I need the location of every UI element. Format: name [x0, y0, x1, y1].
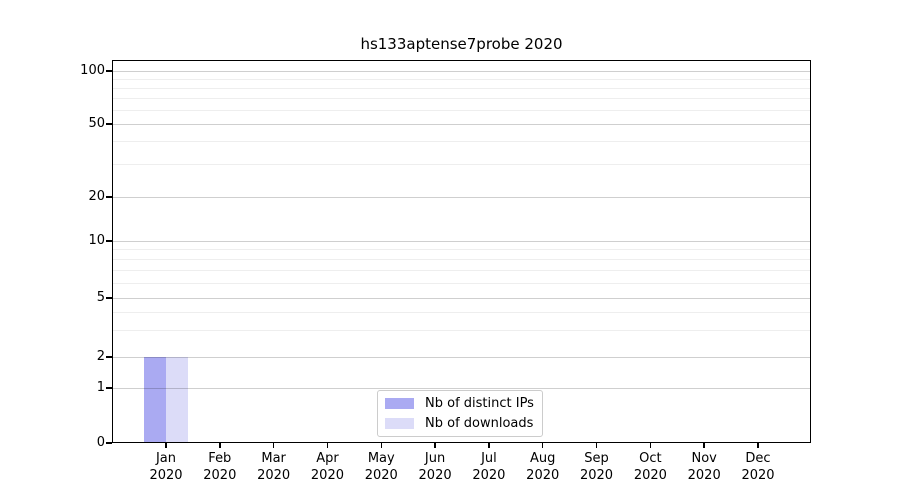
gridline-major-2: [112, 356, 811, 358]
xlabel-year: 2020: [633, 468, 667, 483]
bar-distinct-ips-jan-2020: [144, 357, 166, 443]
xlabel-month: May: [367, 451, 395, 466]
ylabel-0: 0: [96, 435, 105, 450]
xlabel-jun: Jun 2020: [408, 450, 462, 484]
gridline-minor-6: [112, 282, 811, 284]
xlabel-year: 2020: [418, 468, 452, 483]
legend-swatch-distinct-ips: [385, 398, 414, 409]
xlabel-oct: Oct 2020: [623, 450, 677, 484]
gridline-minor-80: [112, 87, 811, 89]
ytick-0: [106, 442, 112, 444]
gridline-major-20: [112, 196, 811, 198]
xlabel-year: 2020: [149, 468, 183, 483]
xlabel-month: Apr: [316, 451, 339, 466]
gridline-major-1: [112, 387, 811, 389]
xlabel-year: 2020: [364, 468, 398, 483]
xlabel-month: Dec: [745, 451, 771, 466]
gridline-minor-60: [112, 109, 811, 111]
gridline-minor-90: [112, 78, 811, 80]
xtick-jul: [488, 443, 490, 448]
xtick-feb: [219, 443, 221, 448]
legend-swatch-downloads: [385, 418, 414, 429]
chart-title: hs133aptense7probe 2020: [360, 35, 563, 53]
gridline-minor-4: [112, 311, 811, 313]
gridline-minor-8: [112, 258, 811, 260]
xlabel-may: May 2020: [354, 450, 408, 484]
xlabel-year: 2020: [526, 468, 560, 483]
xlabel-year: 2020: [741, 468, 775, 483]
gridline-minor-30: [112, 164, 811, 166]
xlabel-aug: Aug 2020: [516, 450, 570, 484]
xlabel-month: Jun: [424, 451, 446, 466]
xtick-apr: [326, 443, 329, 448]
xlabel-year: 2020: [472, 468, 506, 483]
ylabel-50: 50: [88, 116, 105, 131]
legend-item-downloads: Nb of downloads: [385, 415, 542, 432]
ylabel-5: 5: [96, 290, 105, 305]
xlabel-month: Jul: [481, 451, 497, 466]
ylabel-10: 10: [88, 233, 105, 248]
xtick-nov: [703, 443, 705, 448]
xlabel-year: 2020: [257, 468, 291, 483]
xlabel-year: 2020: [579, 468, 614, 483]
legend-label-distinct-ips: Nb of distinct IPs: [425, 396, 534, 411]
xlabel-month: Sep: [584, 451, 609, 466]
xlabel-month: Jan: [155, 451, 177, 466]
xlabel-mar: Mar 2020: [247, 450, 301, 484]
xtick-dec: [757, 443, 759, 448]
xlabel-month: Feb: [208, 451, 232, 466]
gridline-minor-70: [112, 97, 811, 99]
xlabel-dec: Dec 2020: [731, 450, 785, 484]
ylabel-100: 100: [80, 63, 105, 78]
xtick-jan: [165, 443, 167, 448]
ytick-50: [106, 123, 112, 125]
ytick-10: [106, 240, 112, 242]
gridline-minor-3: [112, 330, 811, 332]
xlabel-month: Mar: [261, 451, 286, 466]
gridline-major-100: [112, 70, 811, 72]
xlabel-apr: Apr 2020: [300, 450, 354, 484]
xlabel-sep: Sep 2020: [570, 450, 624, 484]
legend-label-downloads: Nb of downloads: [425, 416, 534, 431]
xlabel-month: Nov: [691, 451, 717, 466]
ylabel-1: 1: [96, 380, 105, 395]
xtick-jun: [434, 443, 436, 448]
ytick-20: [106, 196, 112, 198]
xlabel-year: 2020: [687, 468, 721, 483]
gridline-major-10: [112, 240, 811, 242]
xtick-aug: [541, 443, 544, 448]
legend-item-distinct-ips: Nb of distinct IPs: [385, 395, 542, 412]
xlabel-jan: Jan 2020: [139, 450, 193, 484]
ytick-2: [106, 356, 112, 358]
gridline-minor-9: [112, 249, 811, 251]
xlabel-nov: Nov 2020: [677, 450, 731, 484]
xtick-sep: [595, 443, 598, 448]
xtick-oct: [649, 443, 652, 448]
ytick-100: [106, 70, 112, 72]
xtick-may: [380, 443, 383, 448]
xlabel-month: Aug: [530, 451, 556, 466]
ylabel-2: 2: [96, 349, 105, 364]
ytick-1: [106, 387, 112, 389]
xlabel-feb: Feb 2020: [193, 450, 247, 484]
gridline-minor-7: [112, 269, 811, 271]
gridline-major-5: [112, 297, 811, 299]
legend: Nb of distinct IPs Nb of downloads: [377, 390, 543, 437]
xlabel-jul: Jul 2020: [462, 450, 516, 484]
xlabel-year: 2020: [203, 468, 237, 483]
ylabel-20: 20: [88, 189, 105, 204]
xlabel-year: 2020: [310, 468, 344, 483]
xlabel-month: Oct: [639, 451, 662, 466]
xtick-mar: [272, 443, 275, 448]
plot-area: Nb of distinct IPs Nb of downloads: [112, 60, 811, 443]
gridline-minor-40: [112, 141, 811, 143]
gridline-major-50: [112, 123, 811, 125]
bar-downloads-jan-2020: [166, 357, 188, 443]
ytick-5: [106, 297, 112, 299]
plot-border: [112, 60, 811, 443]
